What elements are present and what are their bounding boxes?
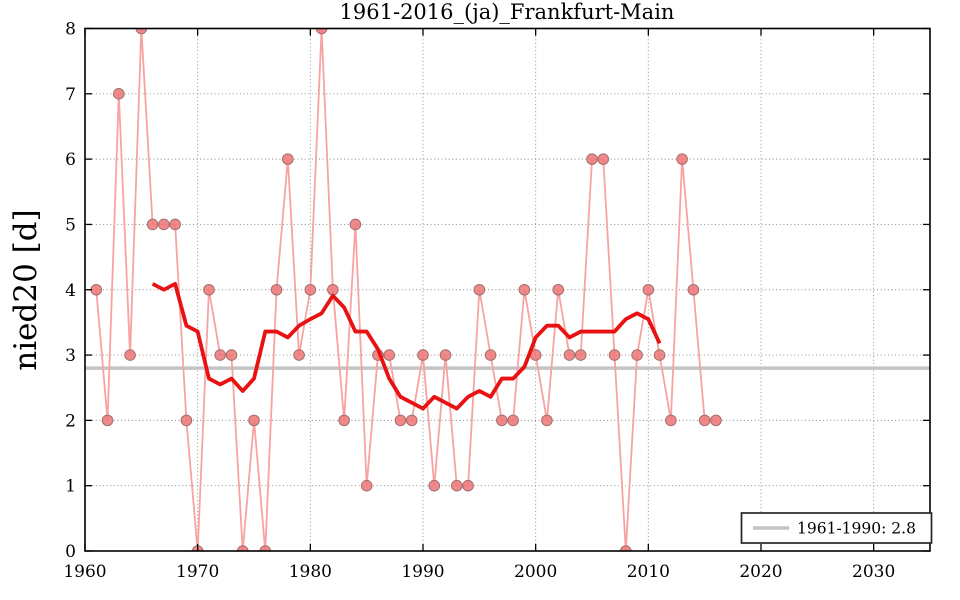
data-point (687, 283, 700, 296)
data-point (405, 414, 418, 427)
data-point (665, 414, 677, 427)
running-mean-line (151, 281, 662, 411)
data-point (698, 414, 711, 427)
data-point (169, 218, 181, 231)
data-point (180, 414, 193, 427)
legend: 1961-1990: 2.8 (740, 512, 933, 544)
data-point (507, 414, 519, 427)
x-tick-label: 1970 (176, 562, 219, 582)
plot-area (85, 28, 930, 551)
data-point (282, 153, 294, 165)
y-tick-label: 1 (65, 477, 76, 497)
data-point (225, 349, 238, 361)
data-point (338, 414, 350, 427)
data-point (451, 479, 463, 492)
data-point (259, 545, 272, 551)
data-point (113, 88, 125, 100)
data-point (541, 414, 553, 427)
data-point (710, 414, 722, 427)
axis-tick-labels: 1960 1970 1980 1990 2000 2010 2020 2030 0 1 2 3 4 5 6 7… (63, 20, 895, 583)
data-point (248, 414, 260, 427)
x-tick-label: 2010 (627, 562, 670, 582)
data-point (293, 349, 305, 361)
data-point (417, 349, 429, 361)
y-tick-label: 0 (65, 542, 76, 562)
y-tick-label: 7 (65, 85, 76, 105)
y-axis-label: nied20 [d] (8, 209, 44, 370)
data-point (214, 349, 226, 361)
data-point (462, 479, 474, 492)
data-point (304, 283, 317, 296)
data-point (383, 349, 396, 361)
data-point (496, 414, 508, 427)
legend-label: 1961-1990: 2.8 (797, 520, 916, 538)
data-point (158, 218, 170, 231)
data-point (484, 349, 497, 361)
x-tick-label: 2020 (739, 562, 782, 582)
x-tick-label: 2000 (514, 562, 557, 582)
data-point (428, 479, 441, 492)
data-point (518, 283, 531, 296)
y-tick-label: 8 (65, 20, 76, 40)
x-tick-label: 1980 (289, 562, 332, 582)
data-point (642, 283, 655, 296)
data-point (608, 349, 621, 361)
x-tick-label: 1960 (63, 562, 106, 582)
data-point (236, 545, 249, 551)
y-tick-label: 3 (65, 346, 76, 366)
data-point (631, 349, 643, 361)
data-point (439, 349, 452, 361)
data-point (586, 153, 598, 165)
data-point (563, 349, 576, 361)
data-point (90, 283, 103, 296)
data-point (620, 545, 632, 551)
data-point (146, 218, 159, 231)
data-point (203, 283, 215, 296)
x-tick-label: 1990 (401, 562, 444, 582)
data-point (574, 349, 587, 361)
x-tick-label: 2030 (852, 562, 895, 582)
y-tick-label: 2 (65, 411, 76, 431)
y-tick-label: 6 (65, 150, 76, 170)
data-point (101, 414, 114, 427)
data-point (394, 414, 407, 427)
data-point (124, 349, 136, 361)
data-point (597, 153, 610, 165)
data-point (653, 349, 666, 361)
data-point (360, 479, 373, 492)
data-point (349, 218, 362, 231)
chart-title: 1961-2016_(ja)_Frankfurt-Main (340, 0, 675, 24)
plot-border (84, 27, 931, 552)
data-point (473, 283, 486, 296)
annual-series-markers (90, 28, 722, 551)
y-tick-label: 5 (65, 215, 76, 235)
y-tick-label: 4 (65, 281, 76, 301)
data-point (327, 283, 339, 296)
data-point (270, 283, 283, 296)
data-point (552, 283, 565, 296)
data-point (676, 153, 688, 165)
